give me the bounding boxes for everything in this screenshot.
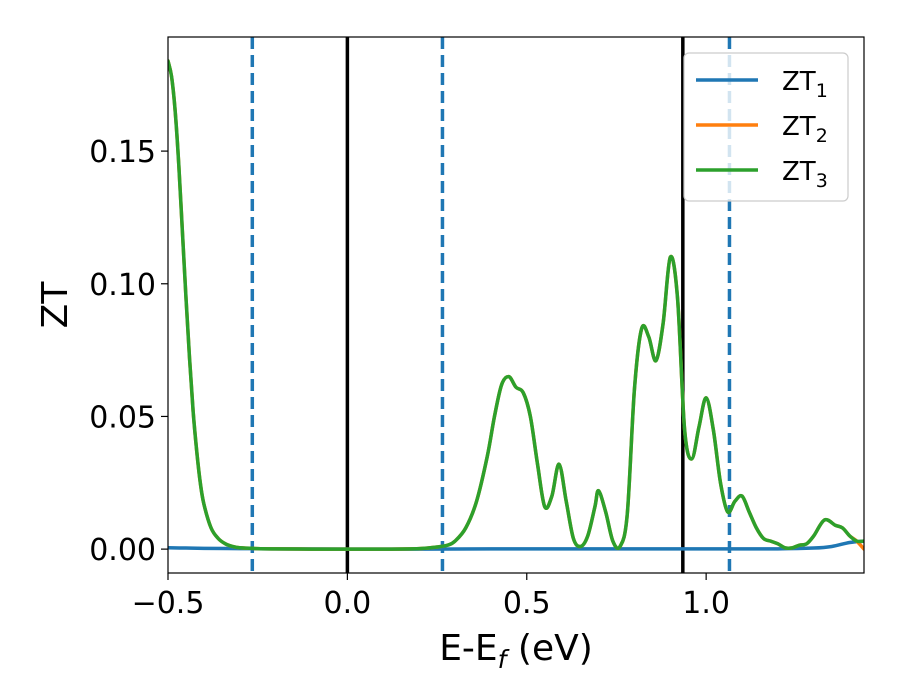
series-line-zt1 bbox=[168, 539, 864, 551]
x-tick-label-1: 0.0 bbox=[324, 586, 372, 621]
y-axis-title: ZT bbox=[35, 281, 76, 329]
series-line-zt3 bbox=[168, 59, 864, 551]
legend-label-sub: 2 bbox=[816, 125, 828, 147]
x-axis-title-unit: (eV) bbox=[506, 628, 592, 669]
legend-label-sub: 1 bbox=[816, 80, 828, 102]
legend-label-main: ZT bbox=[782, 112, 816, 142]
y-tick-label-0: 0.00 bbox=[89, 533, 156, 568]
y-tick-label-3: 0.15 bbox=[89, 135, 156, 170]
legend-box bbox=[683, 52, 849, 202]
legend-label-zt3: ZT3 bbox=[782, 157, 828, 192]
x-tick-label-0: −0.5 bbox=[132, 586, 205, 621]
axes: −0.5 0.0 0.5 1.0 0.00 0.05 0.10 0.15 E-Ef (eV) ZT bbox=[35, 36, 865, 674]
plot-clipped bbox=[168, 37, 864, 573]
y-tick-label-1: 0.05 bbox=[89, 400, 156, 435]
x-axis-title: E-Ef (eV) bbox=[439, 628, 593, 674]
x-tick-label-2: 0.5 bbox=[503, 586, 551, 621]
axes-frame bbox=[167, 36, 865, 574]
x-tick-label-3: 1.0 bbox=[682, 586, 730, 621]
legend-label-zt1: ZT1 bbox=[782, 67, 828, 102]
legend-label-sub: 3 bbox=[816, 170, 828, 192]
x-axis-title-main: E-E bbox=[439, 628, 497, 669]
legend-label-main: ZT bbox=[782, 67, 816, 97]
legend-label-main: ZT bbox=[782, 157, 816, 187]
y-tick-label-2: 0.10 bbox=[89, 268, 156, 303]
legend-label-zt2: ZT2 bbox=[782, 112, 828, 147]
plot-area bbox=[168, 37, 864, 573]
